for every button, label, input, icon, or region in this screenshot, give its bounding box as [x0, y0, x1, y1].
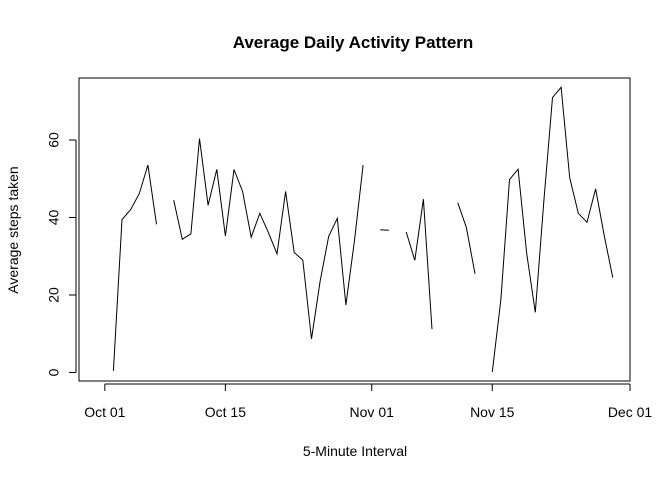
series-segment [491, 86, 614, 372]
series-segment [112, 164, 157, 371]
y-tick-label: 0 [46, 368, 62, 376]
x-tick-label: Nov 15 [470, 404, 515, 420]
x-tick-label: Dec 01 [608, 404, 653, 420]
series-line [112, 86, 614, 372]
y-tick-label: 40 [46, 209, 62, 225]
x-tick-label: Oct 15 [205, 404, 246, 420]
x-axis-label: 5-Minute Interval [303, 443, 407, 459]
x-tick-label: Nov 01 [350, 404, 395, 420]
y-axis: 0 20 40 60 [46, 132, 77, 376]
series-segment [405, 199, 433, 330]
y-tick-label: 60 [46, 132, 62, 148]
plot-frame [78, 77, 631, 382]
y-axis-label: Average steps taken [5, 166, 21, 293]
x-tick-label: Oct 01 [84, 404, 125, 420]
series-segment [173, 138, 364, 340]
series-segment [457, 202, 476, 274]
series-segment [380, 229, 389, 231]
chart-title: Average Daily Activity Pattern [233, 33, 474, 52]
x-axis: Oct 01 Oct 15 Nov 01 Nov 15 Dec 01 [84, 383, 653, 420]
y-tick-label: 20 [46, 287, 62, 303]
